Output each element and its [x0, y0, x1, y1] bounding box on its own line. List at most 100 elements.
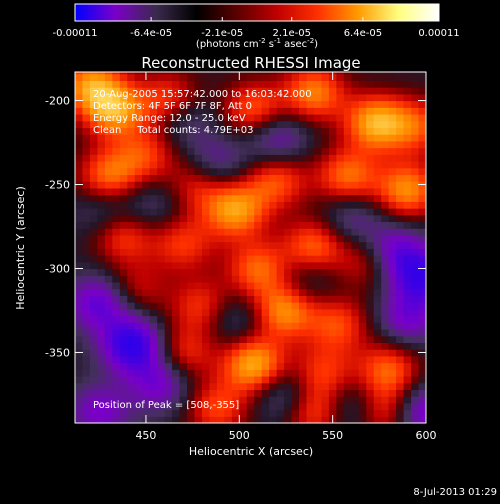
heatmap-cell: [201, 288, 211, 296]
heatmap-cell: [336, 355, 345, 364]
heatmap-cell: [239, 80, 248, 88]
heatmap-cell: [112, 355, 121, 364]
heatmap-cell: [112, 342, 121, 350]
heatmap-cell: [328, 295, 337, 303]
heatmap-cell: [343, 161, 352, 169]
heatmap-cell: [142, 208, 151, 216]
heatmap-cell: [313, 349, 323, 357]
heatmap-cell: [89, 402, 99, 411]
heatmap-cell: [291, 140, 300, 149]
heatmap-cell: [396, 134, 405, 142]
heatmap-cell: [381, 416, 390, 423]
heatmap-cell: [119, 127, 128, 135]
heatmap-cell: [254, 255, 263, 263]
heatmap-cell: [82, 167, 91, 176]
heatmap-cell: [172, 140, 181, 149]
heatmap-cell: [381, 302, 390, 310]
heatmap-cell: [172, 275, 181, 283]
heatmap-cell: [351, 127, 360, 135]
heatmap-cell: [172, 201, 181, 209]
heatmap-cell: [75, 409, 84, 417]
heatmap-cell: [142, 140, 151, 149]
heatmap-cell: [321, 187, 330, 196]
heatmap-cell: [261, 369, 270, 377]
heatmap-cell: [261, 120, 270, 129]
heatmap-cell: [254, 288, 263, 296]
heatmap-cell: [194, 234, 203, 243]
heatmap-cell: [366, 362, 375, 370]
heatmap-cell: [201, 255, 211, 263]
colorbar-tick-label: 6.4e-05: [344, 28, 382, 39]
heatmap-cell: [149, 322, 158, 330]
heatmap-cell: [343, 308, 352, 317]
heatmap-cell: [112, 93, 121, 102]
heatmap-cell: [403, 255, 412, 263]
heatmap-cell: [411, 396, 420, 404]
heatmap-cell: [358, 302, 367, 310]
heatmap-cell: [82, 93, 91, 102]
heatmap-cell: [201, 375, 211, 384]
heatmap-cell: [179, 241, 188, 249]
heatmap-cell: [134, 261, 143, 270]
heatmap-cell: [134, 228, 143, 236]
heatmap-cell: [187, 208, 196, 216]
heatmap-cell: [276, 208, 285, 216]
heatmap-cell: [306, 221, 315, 229]
heatmap-cell: [284, 201, 293, 209]
heatmap-cell: [187, 167, 196, 176]
heatmap-cell: [291, 73, 300, 81]
heatmap-cell: [313, 335, 323, 343]
heatmap-cell: [254, 402, 263, 411]
heatmap-cell: [172, 328, 181, 337]
heatmap-cell: [194, 134, 203, 142]
heatmap-cell: [381, 389, 390, 397]
heatmap-cell: [373, 120, 382, 129]
heatmap-cell: [396, 87, 405, 95]
heatmap-cell: [358, 335, 367, 343]
heatmap-cell: [82, 107, 91, 115]
heatmap-cell: [104, 80, 113, 88]
heatmap-cell: [358, 275, 367, 283]
heatmap-cell: [142, 154, 151, 162]
heatmap-cell: [134, 93, 143, 102]
heatmap-cell: [313, 154, 323, 162]
heatmap-cell: [343, 147, 352, 155]
heatmap-cell: [396, 402, 405, 411]
heatmap-cell: [231, 73, 240, 81]
heatmap-cell: [231, 342, 240, 350]
heatmap-cell: [299, 221, 308, 229]
heatmap-cell: [164, 201, 173, 209]
heatmap-cell: [351, 416, 360, 423]
heatmap-cell: [246, 369, 255, 377]
heatmap-cell: [209, 140, 218, 149]
heatmap-cell: [104, 255, 113, 263]
heatmap-cell: [351, 275, 360, 283]
heatmap-cell: [388, 134, 397, 142]
heatmap-cell: [306, 80, 315, 88]
heatmap-cell: [89, 322, 99, 330]
heatmap-cell: [224, 87, 233, 95]
heatmap-cell: [112, 167, 121, 176]
heatmap-cell: [284, 308, 293, 317]
heatmap-cell: [194, 214, 203, 223]
heatmap-cell: [351, 80, 360, 88]
heatmap-cell: [216, 288, 225, 296]
heatmap-cell: [269, 342, 278, 350]
heatmap-cell: [261, 194, 270, 202]
heatmap-cell: [134, 248, 143, 256]
heatmap-cell: [321, 73, 330, 81]
heatmap-cell: [358, 154, 367, 162]
heatmap-cell: [276, 416, 285, 423]
heatmap-cell: [82, 261, 91, 270]
heatmap-cell: [306, 194, 315, 202]
heatmap-cell: [142, 221, 151, 229]
heatmap-cell: [112, 255, 121, 263]
heatmap-cell: [164, 255, 173, 263]
heatmap-cell: [104, 221, 113, 229]
heatmap-cell: [336, 221, 345, 229]
heatmap-cell: [254, 234, 263, 243]
heatmap-cell: [306, 342, 315, 350]
heatmap-cell: [194, 228, 203, 236]
heatmap-cell: [411, 147, 420, 155]
heatmap-cell: [261, 349, 270, 357]
